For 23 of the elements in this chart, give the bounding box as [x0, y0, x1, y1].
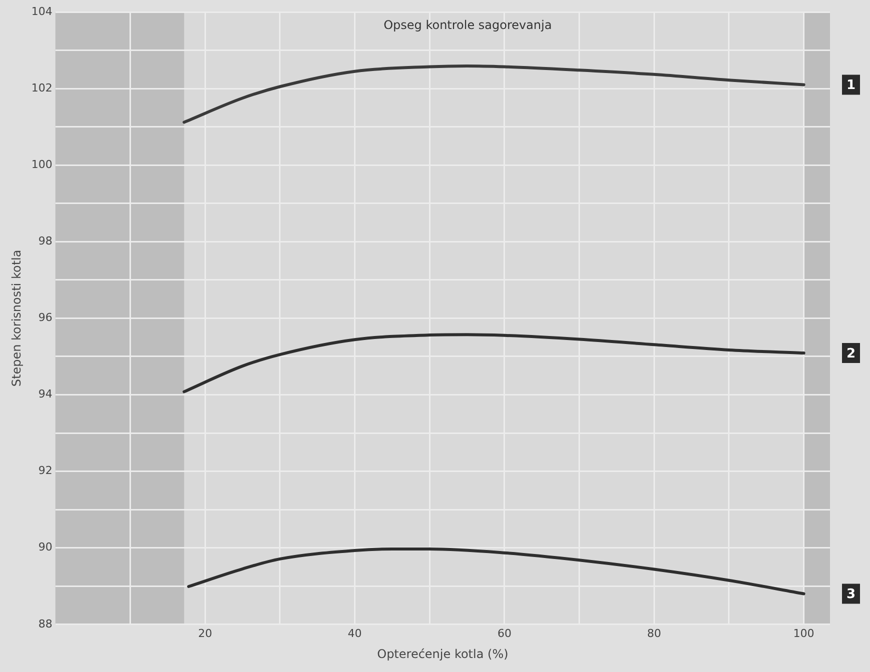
y-tick-label: 88 — [38, 617, 52, 630]
x-tick-label: 40 — [348, 626, 362, 640]
annotation: Opseg kontrole sagorevanja — [384, 18, 552, 32]
x-tick-label: 20 — [198, 626, 212, 640]
line-series — [182, 64, 806, 124]
line-series — [182, 333, 806, 394]
y-tick-label: 98 — [38, 234, 52, 248]
x-tick-label: 60 — [497, 626, 512, 640]
y-tick-label: 104 — [31, 4, 52, 18]
y-axis-title: Stepen korisnosti kotla — [9, 250, 24, 387]
y-tick-label: 100 — [31, 158, 52, 171]
y-tick-label: 94 — [38, 388, 52, 401]
text: 1 — [846, 78, 856, 94]
x-tick-label: 100 — [793, 626, 814, 640]
y-tick-label: 92 — [38, 464, 52, 478]
y-tick-label: 102 — [31, 81, 52, 94]
x-tick-label: 80 — [647, 626, 662, 640]
x-axis-title: Opterećenje kotla (%) — [377, 646, 508, 661]
text: 2 — [846, 346, 856, 362]
line-series — [187, 548, 806, 596]
y-tick-label: 96 — [38, 311, 52, 324]
text: 3 — [846, 587, 856, 602]
y-tick-label: 90 — [38, 540, 52, 554]
